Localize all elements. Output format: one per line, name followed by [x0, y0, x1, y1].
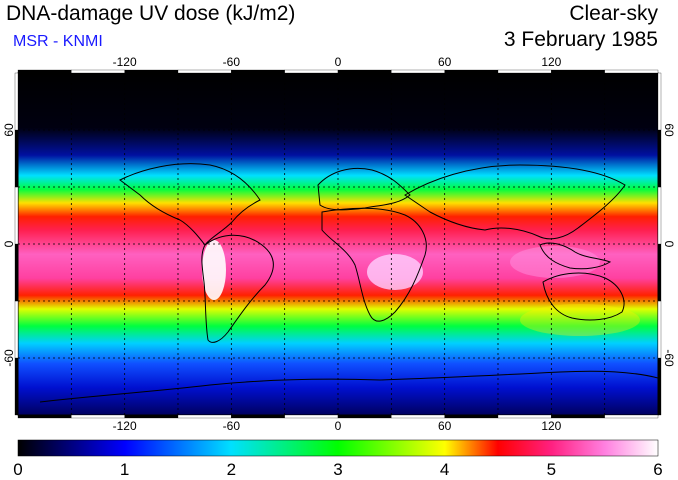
map-title: DNA-damage UV dose (kJ/m2) [6, 2, 296, 25]
frame-segment-left [14, 186, 19, 245]
latitude-tick-label: 0 [662, 241, 676, 248]
australia-south-band [520, 304, 640, 336]
longitude-tick-label: 120 [541, 419, 561, 433]
frame-segment-bottom [177, 414, 232, 419]
frame-segment-right [657, 129, 662, 188]
colorbar-tick-labels: 0 1 2 3 4 5 6 [13, 460, 662, 479]
frame-segment-bottom [17, 414, 72, 419]
longitude-tick-label: 0 [335, 55, 342, 69]
longitude-labels-top: -120 -60 0 60 120 [113, 55, 562, 69]
latitude-tick-label: 60 [662, 123, 676, 137]
frame-segment-bottom [604, 414, 659, 419]
frame-segment-bottom [71, 414, 125, 419]
map-frame-tick-bars [14, 69, 662, 419]
frame-segment-top [604, 69, 659, 74]
frame-segment-right [657, 300, 662, 359]
frame-segment-bottom [124, 414, 179, 419]
frame-segment-top [391, 69, 445, 74]
colorbar-border [17, 439, 659, 457]
frame-segment-top [497, 69, 552, 74]
longitude-tick-label: -60 [223, 419, 241, 433]
sky-condition-label: Clear-sky [569, 2, 658, 25]
organization-label: MSR - KNMI [13, 33, 103, 50]
frame-segment-left [14, 72, 19, 131]
colorbar-tick-label: 6 [653, 460, 662, 479]
frame-segment-bottom [497, 414, 552, 419]
frame-segment-right [657, 243, 662, 302]
colorbar-tick-label: 5 [547, 460, 556, 479]
frame-segment-bottom [231, 414, 285, 419]
latitude-labels-right: 60 0 -60 [662, 123, 676, 367]
frame-segment-top [124, 69, 179, 74]
frame-segment-left [14, 129, 19, 188]
frame-segment-right [657, 357, 662, 416]
frame-segment-top [337, 69, 392, 74]
coastline-africa [321, 207, 427, 322]
frame-segment-bottom [337, 414, 392, 419]
latitude-labels-left: 60 0 -60 [2, 123, 16, 367]
frame-segment-bottom [284, 414, 339, 419]
latitude-tick-label: 0 [2, 240, 16, 247]
colorbar-tick-label: 1 [120, 460, 129, 479]
longitude-tick-label: 60 [438, 419, 452, 433]
frame-segment-right [657, 186, 662, 245]
longitude-tick-label: -120 [113, 419, 137, 433]
longitude-labels-bottom: -120 -60 0 60 120 [113, 419, 562, 433]
frame-segment-top [284, 69, 339, 74]
coastline-antarctica [39, 370, 658, 403]
frame-segment-right [657, 72, 662, 131]
longitude-tick-label: -120 [113, 55, 137, 69]
frame-segment-top [444, 69, 499, 74]
longitude-tick-label: 60 [438, 55, 452, 69]
coastline-southeast-asia [539, 242, 612, 270]
latitude-tick-label: -60 [2, 349, 16, 367]
graticule [18, 73, 658, 415]
coastline-australia [542, 272, 625, 321]
longitude-tick-label: 0 [335, 419, 342, 433]
frame-segment-top [551, 69, 605, 74]
frame-segment-top [231, 69, 285, 74]
frame-segment-bottom [551, 414, 605, 419]
frame-segment-top [71, 69, 125, 74]
longitude-tick-label: -60 [223, 55, 241, 69]
longitude-tick-label: 120 [541, 55, 561, 69]
coastline-asia [404, 164, 626, 240]
southern-africa-high-dose [367, 254, 423, 290]
frame-segment-bottom [444, 414, 499, 419]
coastline-south-america [201, 234, 274, 343]
frame-segment-top [177, 69, 232, 74]
andes-high-dose [202, 240, 226, 300]
colorbar-tick-label: 2 [227, 460, 236, 479]
latitude-tick-label: -60 [662, 349, 676, 367]
coastline-europe [317, 167, 411, 211]
coastlines [39, 163, 658, 403]
coastline-north-america [119, 163, 261, 246]
colorbar-tick-label: 4 [440, 460, 449, 479]
colorbar [18, 440, 658, 456]
latitude-tick-label: 60 [2, 123, 16, 137]
frame-segment-left [14, 243, 19, 302]
frame-segment-top [17, 69, 72, 74]
colorbar-tick-label: 3 [333, 460, 342, 479]
frame-segment-bottom [391, 414, 445, 419]
date-label: 3 February 1985 [503, 28, 658, 51]
colorbar-tick-label: 0 [13, 460, 22, 479]
